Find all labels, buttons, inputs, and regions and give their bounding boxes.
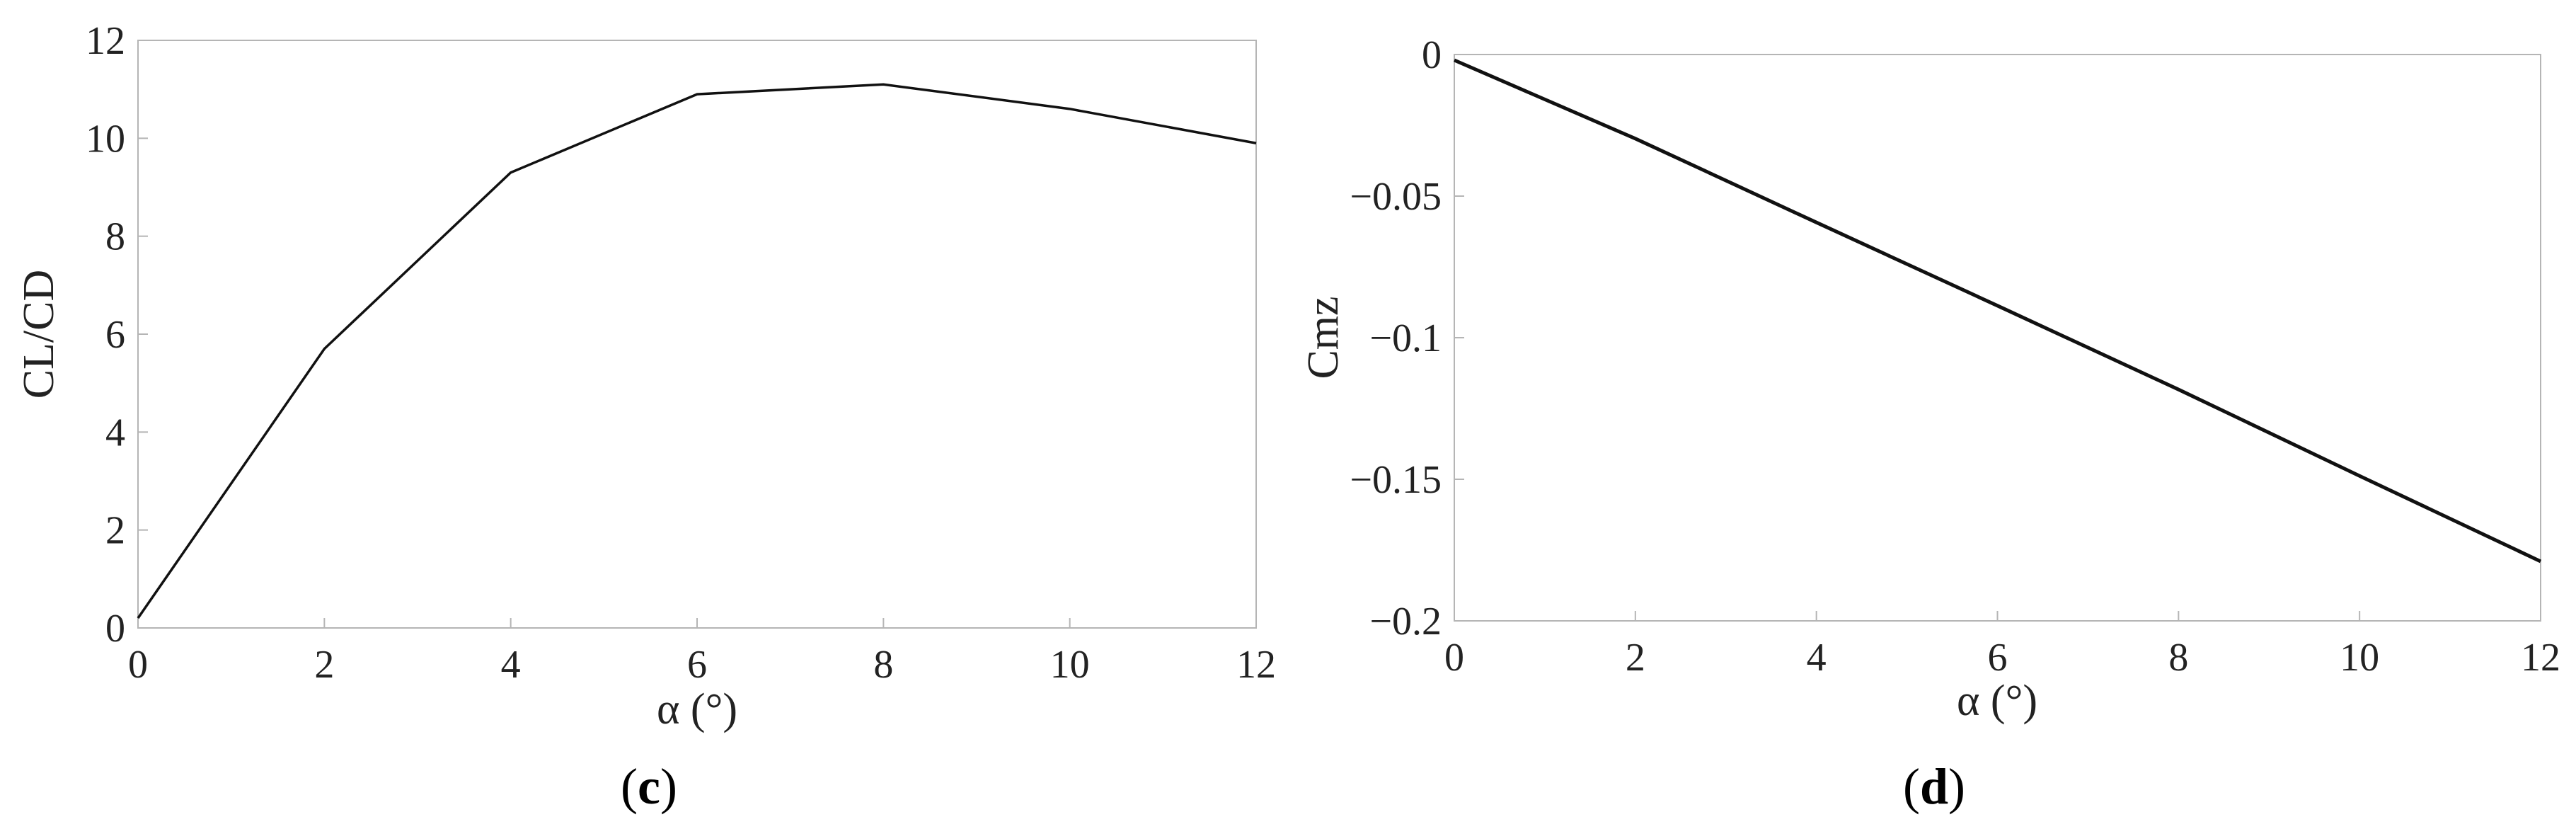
x-tick-label: 10 [1050, 643, 1090, 687]
y-tick-label: −0.2 [1369, 600, 1442, 644]
y-tick-label: 4 [105, 411, 125, 454]
y-tick-label: 10 [86, 117, 125, 161]
y-tick-label: −0.15 [1350, 458, 1442, 502]
plot-frame-d [1454, 54, 2541, 622]
y-axis-label-d: Cmz [1299, 296, 1347, 379]
y-tick-label: 12 [86, 19, 125, 63]
series-line-c [137, 83, 1257, 619]
x-ticks-d: 0 2 4 6 8 10 12 [1444, 611, 2560, 680]
panel-caption-d: (d) [1903, 758, 1965, 815]
y-tick-label: 6 [105, 313, 125, 357]
y-tick-label: 2 [105, 509, 125, 553]
plot-frame-c [137, 40, 1257, 629]
y-tick-label: 0 [1422, 33, 1442, 77]
x-tick-label: 12 [1236, 643, 1276, 687]
x-axis-label-c: α (°) [657, 685, 737, 733]
x-tick-label: 10 [2340, 636, 2379, 680]
y-tick-label: −0.05 [1350, 175, 1442, 219]
x-ticks-c: 0 2 4 6 8 10 12 [128, 618, 1276, 687]
panel-caption-c: (c) [621, 758, 677, 815]
x-tick-label: 2 [1626, 636, 1645, 680]
x-tick-label: 4 [501, 643, 521, 687]
x-tick-label: 6 [687, 643, 707, 687]
x-tick-label: 0 [1444, 636, 1464, 680]
x-tick-label: 8 [2168, 636, 2188, 680]
y-tick-label: 0 [105, 607, 125, 651]
x-tick-label: 12 [2521, 636, 2560, 680]
x-axis-label-d: α (°) [1957, 677, 2037, 725]
y-tick-label: 8 [105, 215, 125, 259]
series-line-d [1454, 58, 2542, 564]
chart-panel-d: −0.2−0.15−0.1−0.050 0 2 4 6 8 10 12 Cmz α (°) … [1299, 33, 2560, 815]
x-tick-label: 6 [1988, 636, 2008, 680]
x-tick-label: 2 [314, 643, 334, 687]
chart-panel-c: 0 2 4 6 8 10 12 0 2 4 6 8 10 12 CL/CD α (°) (c) [15, 19, 1276, 815]
x-tick-label: 8 [873, 643, 893, 687]
y-tick-label: −0.1 [1369, 316, 1442, 360]
x-tick-label: 4 [1807, 636, 1827, 680]
x-tick-label: 0 [128, 643, 148, 687]
y-ticks-c: 0 2 4 6 8 10 12 [86, 19, 148, 651]
y-axis-label-c: CL/CD [15, 270, 63, 399]
y-ticks-d: −0.2 −0.15 −0.1 −0.05 0 [1350, 33, 1464, 644]
